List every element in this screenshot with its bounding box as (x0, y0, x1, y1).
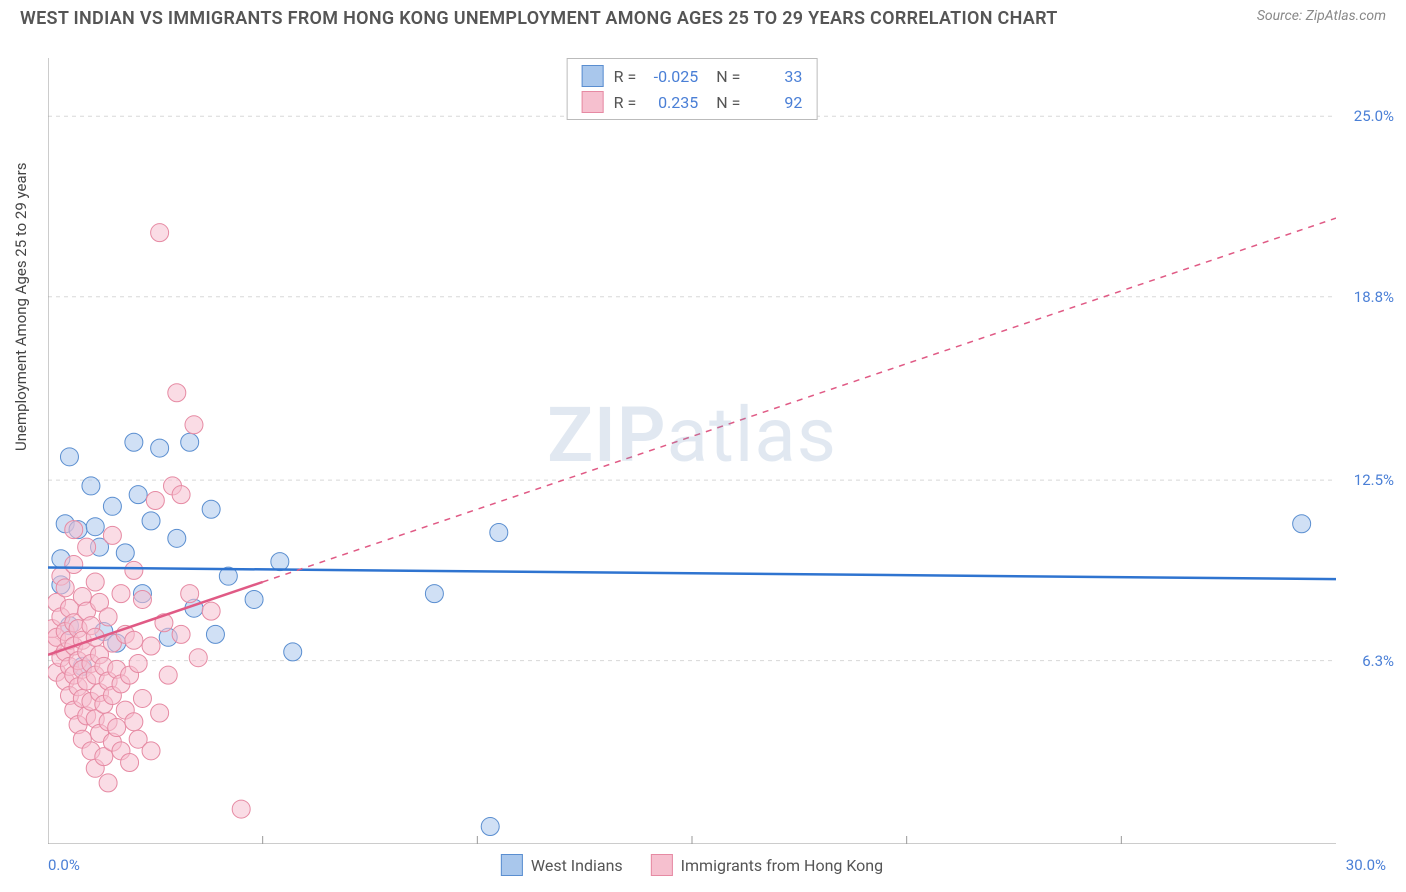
x-axis-min: 0.0% (48, 856, 80, 874)
y-tick-label: 18.8% (1354, 288, 1394, 306)
stat-n-label: N = (708, 67, 740, 86)
x-axis-max: 30.0% (1346, 856, 1386, 874)
bottom-legend: West Indians Immigrants from Hong Kong (501, 854, 883, 876)
y-tick-label: 25.0% (1354, 107, 1394, 125)
stat-n-value-0: 33 (750, 67, 802, 86)
stat-r-value-1: 0.235 (646, 93, 698, 112)
legend-item-1: Immigrants from Hong Kong (651, 854, 883, 876)
chart-source: Source: ZipAtlas.com (1257, 8, 1386, 24)
legend-label-1: Immigrants from Hong Kong (681, 856, 883, 875)
chart-area: Unemployment Among Ages 25 to 29 years Z… (48, 58, 1336, 844)
stat-r-label: R = (614, 93, 637, 112)
swatch-series-1 (582, 91, 604, 113)
y-tick-label: 6.3% (1362, 652, 1394, 670)
legend-swatch-0 (501, 854, 523, 876)
swatch-series-0 (582, 65, 604, 87)
stat-n-label: N = (708, 93, 740, 112)
scatter-plot (48, 58, 1336, 844)
stats-row-series-1: R = 0.235 N = 92 (582, 89, 803, 115)
legend-item-0: West Indians (501, 854, 623, 876)
stats-legend: R = -0.025 N = 33 R = 0.235 N = 92 (567, 58, 818, 120)
stat-r-value-0: -0.025 (646, 67, 698, 86)
chart-title: WEST INDIAN VS IMMIGRANTS FROM HONG KONG… (20, 8, 1058, 29)
legend-swatch-1 (651, 854, 673, 876)
y-tick-label: 12.5% (1354, 471, 1394, 489)
stat-r-label: R = (614, 67, 637, 86)
y-axis-label: Unemployment Among Ages 25 to 29 years (12, 163, 30, 451)
legend-label-0: West Indians (531, 856, 623, 875)
stat-n-value-1: 92 (750, 93, 802, 112)
stats-row-series-0: R = -0.025 N = 33 (582, 63, 803, 89)
